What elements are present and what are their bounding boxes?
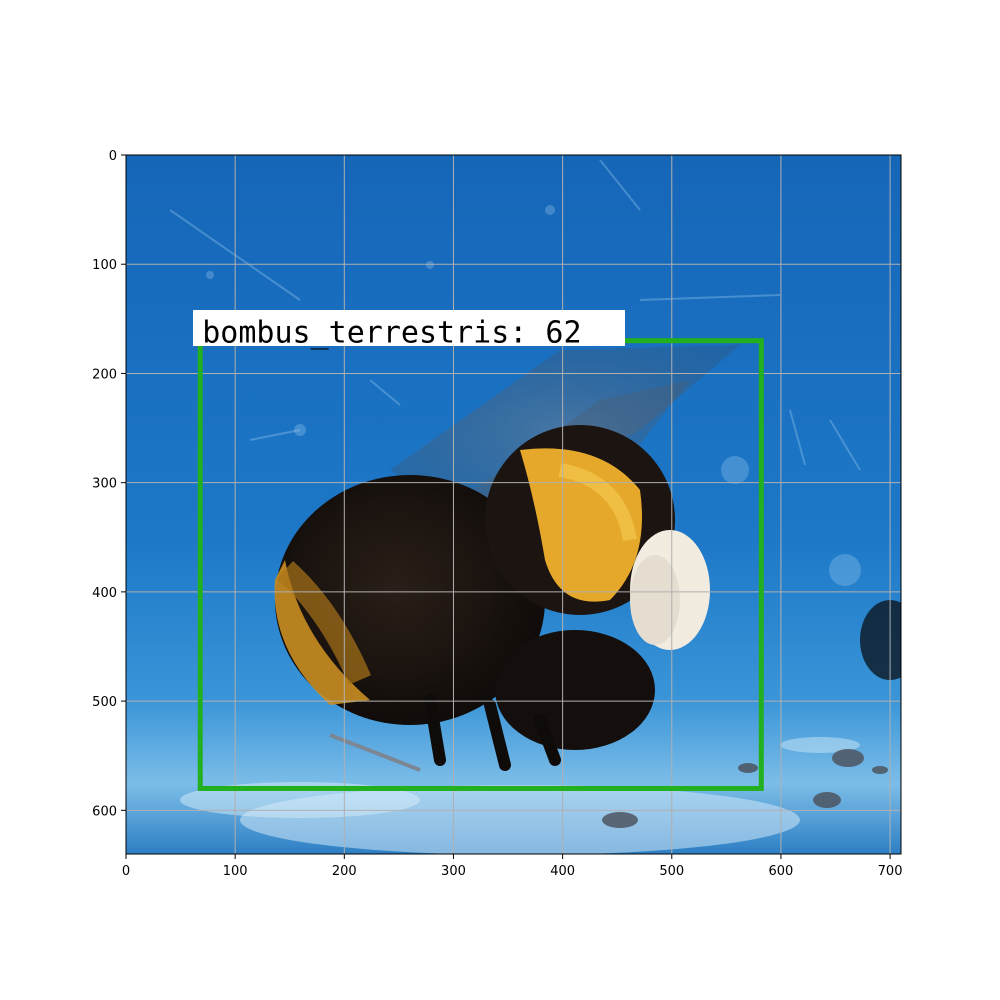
detection-label: bombus_terrestris: 62 xyxy=(202,316,581,351)
detection-label-background xyxy=(193,310,625,346)
x-axis-ticks: 0 100 200 300 400 500 600 700 xyxy=(122,854,903,879)
y-tick-label: 400 xyxy=(92,586,117,601)
y-tick-label: 100 xyxy=(92,258,117,273)
axes-frame xyxy=(125,154,902,855)
x-tick-label: 300 xyxy=(441,864,466,879)
y-tick-label: 200 xyxy=(92,367,117,382)
x-tick-label: 500 xyxy=(659,864,684,879)
y-tick-label: 500 xyxy=(92,695,117,710)
y-axis-ticks: 0 100 200 300 400 500 600 xyxy=(92,149,126,819)
x-tick-label: 400 xyxy=(550,864,575,879)
y-tick-label: 0 xyxy=(109,149,117,164)
y-tick-label: 600 xyxy=(92,804,117,819)
x-tick-label: 200 xyxy=(332,864,357,879)
x-tick-label: 700 xyxy=(878,864,903,879)
y-tick-label: 300 xyxy=(92,477,117,492)
bee-photo xyxy=(126,155,901,854)
bumblebee xyxy=(274,345,740,772)
x-tick-label: 0 xyxy=(122,864,130,879)
x-tick-label: 100 xyxy=(223,864,248,879)
x-tick-label: 600 xyxy=(769,864,794,879)
